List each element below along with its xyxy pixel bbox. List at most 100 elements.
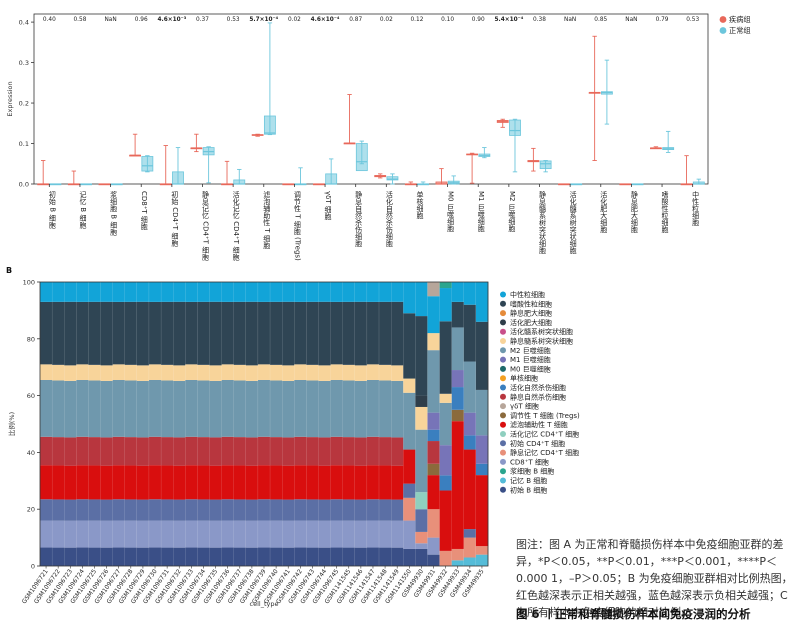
stacked-segment — [282, 282, 295, 302]
x-tick-label: M2 巨噬细胞 — [508, 191, 516, 233]
stacked-segment — [415, 492, 428, 510]
legend-marker — [500, 486, 506, 493]
stacked-segment — [64, 520, 77, 548]
y-tick-label: 0.0 — [19, 181, 29, 189]
stacked-segment — [76, 436, 89, 466]
stacked-segment — [197, 301, 210, 365]
stacked-segment — [403, 548, 416, 566]
stacked-segment — [379, 364, 392, 381]
stacked-segment — [40, 301, 53, 365]
y-tick-label: 0.1 — [19, 140, 29, 148]
stacked-segment — [40, 364, 53, 380]
y-tick-label: 0.3 — [19, 59, 29, 67]
stacked-segment — [451, 409, 465, 422]
legend-label: M2 巨噬细胞 — [510, 346, 551, 355]
stacked-segment — [257, 499, 271, 521]
stacked-segment — [245, 499, 259, 521]
legend-label: 活化肥大细胞 — [510, 318, 552, 327]
stacked-segment — [161, 364, 174, 381]
legend-label: 中性粒细胞 — [510, 290, 545, 299]
stacked-segment — [427, 537, 440, 555]
normal-box-box — [386, 176, 399, 181]
stacked-segment — [88, 547, 101, 566]
stacked-segment — [451, 421, 465, 549]
stacked-segment — [415, 406, 428, 430]
stacked-segment — [427, 412, 440, 430]
stacked-segment — [112, 520, 126, 548]
legend-marker — [500, 458, 506, 465]
p-value-label: 0.85 — [594, 17, 607, 23]
stacked-segment — [354, 301, 368, 366]
stacked-segment — [463, 537, 477, 558]
stacked-segment — [161, 301, 174, 365]
stacked-segment — [403, 282, 416, 314]
legend-marker — [500, 375, 506, 382]
stacked-segment — [366, 499, 380, 521]
legend-label: γδT 细胞 — [510, 402, 539, 411]
normal-box-box — [325, 173, 338, 185]
p-value-label: 0.38 — [533, 17, 546, 23]
stacked-segment — [221, 465, 235, 500]
legend-marker — [500, 440, 506, 447]
stacked-segment — [112, 465, 126, 500]
p-value-label: 0.53 — [227, 17, 240, 23]
stacked-segment — [379, 547, 392, 566]
plot-frame — [33, 13, 709, 185]
stacked-segment — [318, 465, 331, 500]
stacked-segment — [76, 282, 89, 302]
stacked-segment — [52, 301, 65, 365]
stacked-segment — [148, 282, 162, 302]
stacked-segment — [173, 282, 186, 302]
x-tick-label: 调节性 T 细胞 (Tregs) — [293, 190, 301, 261]
stacked-segment — [427, 554, 440, 566]
stacked-segment — [439, 475, 452, 491]
stacked-segment — [209, 520, 222, 548]
stacked-segment — [40, 547, 53, 566]
stacked-segment — [306, 282, 319, 302]
stacked-segment — [330, 465, 344, 500]
stacked-segment — [161, 520, 174, 548]
stacked-segment — [439, 282, 452, 289]
legend-marker — [500, 412, 506, 419]
stacked-segment — [427, 282, 440, 297]
stacked-segment — [366, 301, 380, 365]
stacked-segment — [100, 465, 113, 500]
stacked-segment — [197, 437, 210, 466]
stacked-segment — [233, 364, 247, 381]
stacked-segment — [391, 547, 404, 566]
normal-box-box — [141, 156, 154, 172]
stacked-segment — [233, 520, 247, 548]
stacked-segment — [52, 364, 65, 381]
stacked-segment — [40, 465, 53, 500]
stacked-segment — [257, 301, 271, 365]
stacked-segment — [52, 547, 65, 566]
stacked-segment — [173, 437, 186, 466]
legend-label: 活化自然杀伤细胞 — [510, 383, 566, 392]
x-tick-label: M0 巨噬细胞 — [447, 191, 455, 233]
stacked-segment — [100, 520, 113, 548]
legend-label: 静息髓系树突状细胞 — [510, 337, 573, 346]
p-value-label: 0.40 — [43, 17, 56, 23]
stacked-segment — [391, 365, 404, 381]
stacked-segment — [342, 547, 356, 566]
legend-marker — [500, 328, 506, 335]
legend-label: 初始 CD4⁺T 细胞 — [510, 439, 565, 448]
stacked-segment — [197, 520, 210, 548]
legend-marker — [500, 356, 506, 363]
stacked-segment — [451, 327, 465, 371]
x-tick-label: 活化肥大细胞 — [600, 190, 608, 234]
stacked-segment — [294, 282, 307, 302]
stacked-segment — [64, 365, 77, 381]
p-value-label: 0.87 — [349, 17, 362, 23]
p-value-label: 0.37 — [196, 17, 209, 23]
y-tick-label: 80 — [27, 335, 35, 343]
stacked-segment — [318, 499, 331, 521]
stacked-segment — [173, 301, 186, 366]
stacked-segment — [233, 547, 247, 566]
stacked-segment — [403, 392, 416, 450]
stacked-segment — [64, 282, 77, 302]
stacked-segment — [379, 301, 392, 365]
stacked-segment — [270, 547, 283, 566]
legend-label: 记忆 B 细胞 — [510, 476, 547, 485]
stacked-segment — [197, 465, 210, 500]
